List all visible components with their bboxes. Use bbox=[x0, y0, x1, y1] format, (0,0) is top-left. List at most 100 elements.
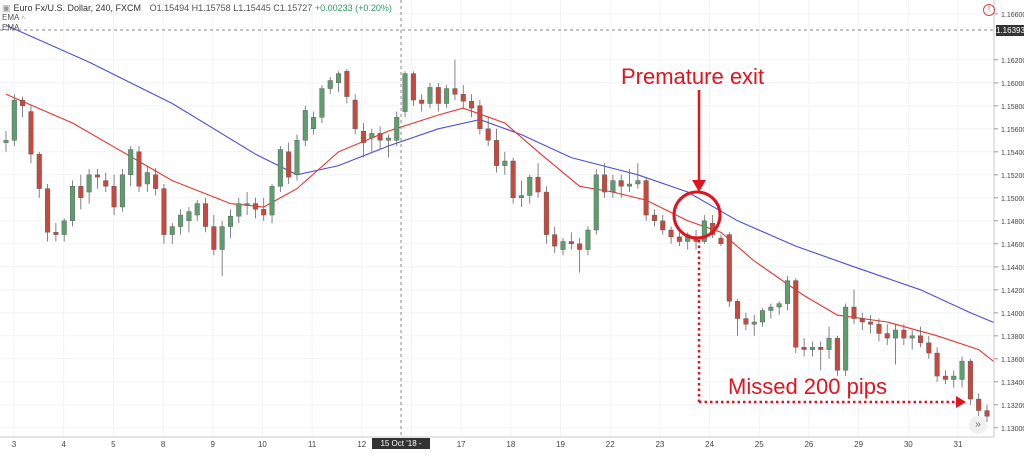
premature-exit-label: Premature exit bbox=[621, 64, 765, 89]
candle bbox=[103, 172, 109, 193]
missed-arrow-head bbox=[956, 396, 966, 408]
candle-body bbox=[294, 140, 300, 176]
price-tick-label: 1.14800 bbox=[1001, 219, 1024, 226]
candle-body bbox=[651, 214, 657, 222]
candle bbox=[294, 134, 300, 181]
price-tick-label: 1.13000 bbox=[1001, 426, 1024, 433]
price-tick-label: 1.13200 bbox=[1001, 403, 1024, 410]
candle-body bbox=[743, 318, 749, 325]
price-tick-label: 1.14200 bbox=[1001, 288, 1024, 295]
open-value: O1.15494 bbox=[149, 3, 190, 13]
candle-body bbox=[194, 203, 200, 216]
candle bbox=[153, 167, 159, 196]
candle bbox=[369, 128, 375, 152]
candle-body bbox=[103, 180, 109, 187]
indicator-ema-2[interactable]: EMA bbox=[2, 23, 20, 32]
candle bbox=[901, 324, 907, 345]
candle bbox=[751, 315, 757, 336]
time-tick-label: 3 bbox=[12, 440, 17, 449]
candle-body bbox=[236, 203, 242, 217]
candle-body bbox=[934, 352, 940, 377]
candle bbox=[743, 312, 749, 331]
candle-body bbox=[577, 243, 583, 250]
candle bbox=[635, 163, 641, 189]
candle-body bbox=[86, 174, 92, 193]
price-tick-label: 1.16600 bbox=[1001, 12, 1024, 19]
candle bbox=[277, 146, 283, 193]
candle bbox=[186, 207, 192, 233]
candle bbox=[917, 326, 923, 348]
candle bbox=[602, 163, 608, 198]
candle-body bbox=[352, 99, 358, 130]
candle bbox=[469, 94, 475, 118]
candle-body bbox=[327, 80, 333, 89]
annotation-layer bbox=[672, 90, 966, 408]
candle-body bbox=[261, 209, 267, 216]
candle-body bbox=[926, 342, 932, 354]
candle-body bbox=[843, 306, 849, 371]
candle-body bbox=[28, 111, 34, 155]
price-tick-label: 1.16000 bbox=[1001, 81, 1024, 88]
candle bbox=[36, 151, 42, 198]
candle bbox=[510, 157, 516, 204]
candle bbox=[252, 197, 258, 219]
candle bbox=[518, 180, 524, 207]
candle bbox=[768, 303, 774, 319]
candle bbox=[302, 105, 308, 147]
info-icon[interactable]: ! bbox=[983, 4, 995, 16]
collapse-icon[interactable]: ▣ bbox=[2, 3, 11, 13]
candle-body bbox=[469, 100, 475, 109]
candle bbox=[136, 146, 142, 193]
scroll-right-button[interactable]: » bbox=[969, 416, 987, 434]
time-tick-label: 18 bbox=[506, 440, 515, 449]
candle-body bbox=[20, 99, 26, 107]
candle-body bbox=[893, 329, 899, 339]
candle bbox=[585, 226, 591, 256]
candle bbox=[61, 218, 67, 242]
candle bbox=[3, 131, 9, 152]
candle bbox=[776, 301, 782, 316]
candle-body bbox=[269, 186, 275, 216]
candle-body bbox=[518, 195, 524, 198]
candle bbox=[394, 111, 400, 147]
candle-body bbox=[36, 153, 42, 189]
candle-body bbox=[128, 149, 134, 175]
candle bbox=[726, 232, 732, 308]
candle bbox=[984, 404, 990, 423]
candle-body bbox=[427, 87, 433, 104]
time-tick-label: 4 bbox=[61, 440, 66, 449]
candle bbox=[460, 85, 466, 109]
candle-body bbox=[78, 186, 84, 199]
candle bbox=[286, 142, 292, 184]
candle-body bbox=[510, 160, 516, 198]
candle bbox=[327, 77, 333, 95]
time-axis: 34589101112161718192223242526293031 bbox=[0, 436, 994, 449]
candle bbox=[876, 318, 882, 342]
candle-body bbox=[45, 188, 51, 233]
price-axis-bg bbox=[994, 0, 1024, 452]
candle bbox=[311, 111, 317, 135]
candle-body bbox=[485, 128, 491, 141]
candle bbox=[735, 299, 741, 336]
candle bbox=[178, 209, 184, 235]
candle-body bbox=[942, 375, 948, 380]
time-tick-label: 9 bbox=[211, 440, 216, 449]
candle bbox=[20, 96, 26, 118]
exit-circle bbox=[672, 190, 722, 240]
candle bbox=[70, 180, 76, 227]
indicator-chevron-icon[interactable]: ˄ bbox=[21, 15, 26, 22]
candle bbox=[269, 184, 275, 224]
ema-slow-line bbox=[5, 24, 1013, 331]
time-tick-label: 17 bbox=[457, 440, 466, 449]
candle-body bbox=[94, 174, 100, 178]
candle-body bbox=[768, 306, 774, 311]
candle bbox=[203, 197, 209, 233]
candle-body bbox=[635, 180, 641, 185]
time-tick-label: 5 bbox=[111, 440, 116, 449]
candle-body bbox=[884, 333, 890, 339]
indicator-ema-1[interactable]: EMA bbox=[2, 13, 19, 22]
candle-body bbox=[369, 133, 375, 139]
candle-body bbox=[402, 73, 408, 112]
